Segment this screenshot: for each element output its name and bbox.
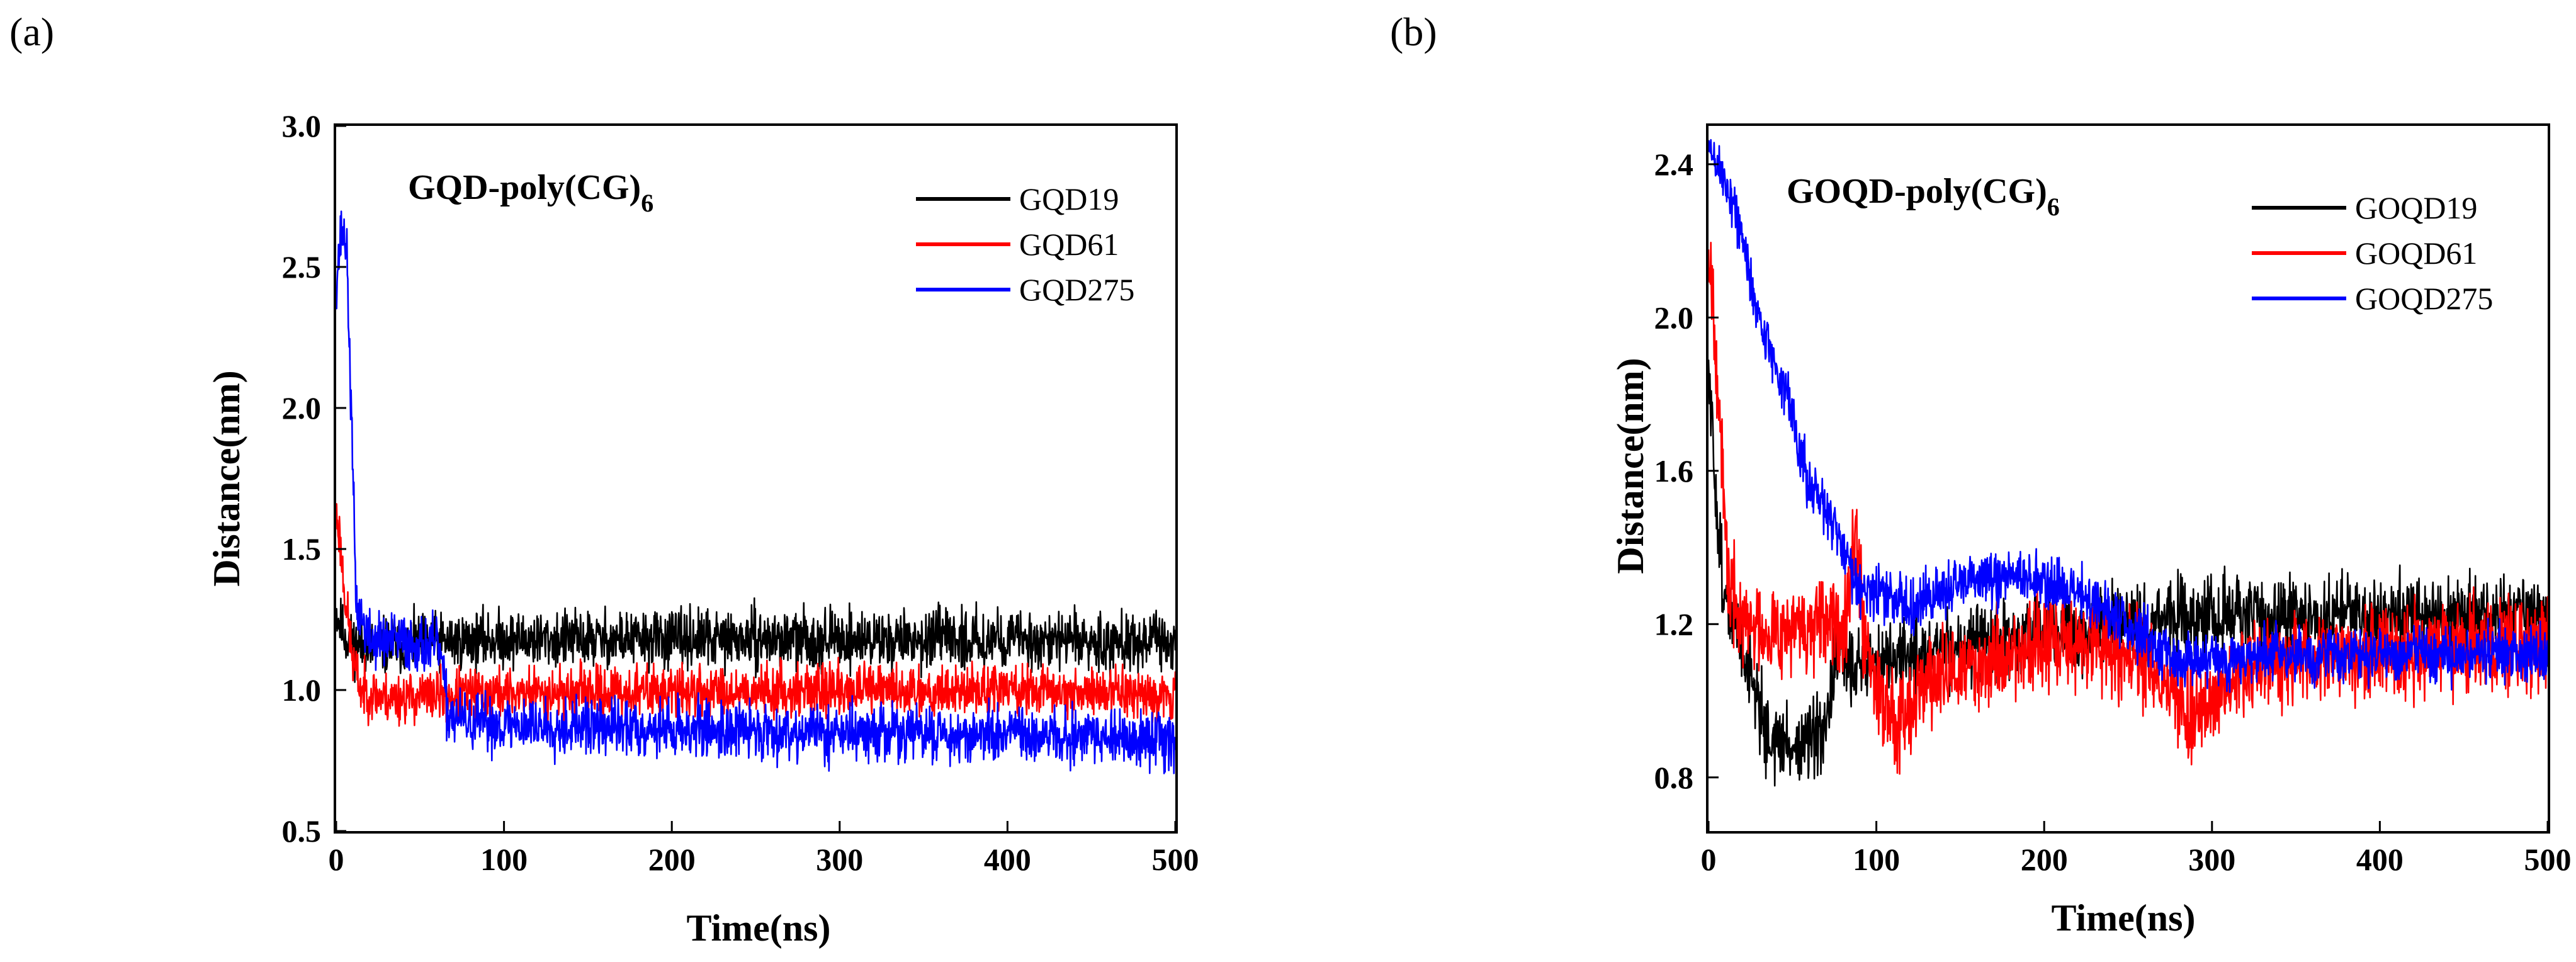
series-layer-b — [1709, 139, 2548, 787]
chart-panel-a: (a) 0 100 200 300 400 500 0.5 1.0 1.5 2.0 2.5 3.0 T… — [9, 9, 1199, 949]
legend-label-goqd275: GOQD275 — [2355, 281, 2493, 316]
panel-label-a: (a) — [9, 9, 54, 54]
series-layer-a — [336, 210, 1175, 774]
x-tick-label: 400 — [984, 842, 1031, 877]
y-tick-label: 2.0 — [1654, 300, 1694, 335]
plot-area-a — [336, 210, 1175, 774]
chart-title-a: GQD-poly(CG)6 — [408, 168, 653, 217]
series-line-goqd275 — [1709, 139, 2548, 693]
ticks-a: 0 100 200 300 400 500 0.5 1.0 1.5 2.0 2.5 3.0 — [282, 108, 1199, 877]
plot-area-b — [1709, 139, 2548, 787]
y-tick-label: 1.6 — [1654, 453, 1694, 489]
chart-panel-b: (b) 0 100 200 300 400 500 0.8 1.2 1.6 2.0 2.4 Time… — [1390, 9, 2572, 939]
series-line-gqd61 — [336, 503, 1175, 727]
legend-label-gqd19: GQD19 — [1019, 181, 1119, 217]
y-tick-label: 0.8 — [1654, 760, 1694, 795]
chart-title-main-b: GOQD-poly(CG) — [1787, 172, 2047, 211]
x-tick-label: 500 — [1152, 842, 1199, 877]
plot-frame-a — [334, 123, 1178, 834]
x-tick-label: 100 — [1853, 842, 1900, 877]
x-tick-label: 0 — [329, 842, 344, 877]
x-tick-label: 100 — [480, 842, 528, 877]
legend-label-gqd61: GQD61 — [1019, 227, 1119, 262]
x-tick-label: 200 — [2021, 842, 2068, 877]
y-tick-label: 1.0 — [282, 672, 322, 708]
y-tick-label: 0.5 — [282, 813, 322, 849]
ticks-b: 0 100 200 300 400 500 0.8 1.2 1.6 2.0 2.4 — [1654, 147, 2572, 877]
chart-title-subscript-a: 6 — [641, 189, 653, 217]
x-axis-title-a: Time(ns) — [687, 907, 831, 949]
x-axis-title-b: Time(ns) — [2052, 897, 2196, 939]
x-tick-label: 300 — [2188, 842, 2235, 877]
x-tick-label: 500 — [2524, 842, 2572, 877]
y-tick-label: 2.4 — [1654, 147, 1694, 182]
y-tick-label: 2.5 — [282, 249, 322, 285]
legend-label-gqd275: GQD275 — [1019, 272, 1134, 307]
x-tick-label: 0 — [1701, 842, 1717, 877]
y-tick-label: 3.0 — [282, 108, 322, 144]
y-tick-label: 1.5 — [282, 531, 322, 567]
chart-title-subscript-b: 6 — [2047, 193, 2060, 221]
chart-title-b: GOQD-poly(CG)6 — [1787, 172, 2060, 221]
x-tick-label: 400 — [2356, 842, 2404, 877]
legend-a: GQD19 GQD61 GQD275 — [916, 181, 1134, 307]
series-line-gqd275 — [336, 210, 1175, 774]
y-tick-label: 2.0 — [282, 390, 322, 426]
x-tick-label: 300 — [816, 842, 863, 877]
series-line-goqd19 — [1709, 359, 2548, 787]
legend-label-goqd19: GOQD19 — [2355, 190, 2477, 225]
panel-label-b: (b) — [1390, 9, 1437, 54]
y-axis-title-b: Distance(nm) — [1610, 358, 1651, 574]
y-axis-title-a: Distance(nm) — [206, 370, 247, 586]
y-tick-label: 1.2 — [1654, 606, 1694, 642]
plot-frame-b — [1706, 123, 2550, 834]
chart-title-main-a: GQD-poly(CG) — [408, 168, 641, 207]
series-line-gqd19 — [336, 597, 1175, 683]
x-tick-label: 200 — [648, 842, 696, 877]
legend-b: GOQD19 GOQD61 GOQD275 — [2252, 190, 2493, 316]
legend-label-goqd61: GOQD61 — [2355, 235, 2477, 271]
